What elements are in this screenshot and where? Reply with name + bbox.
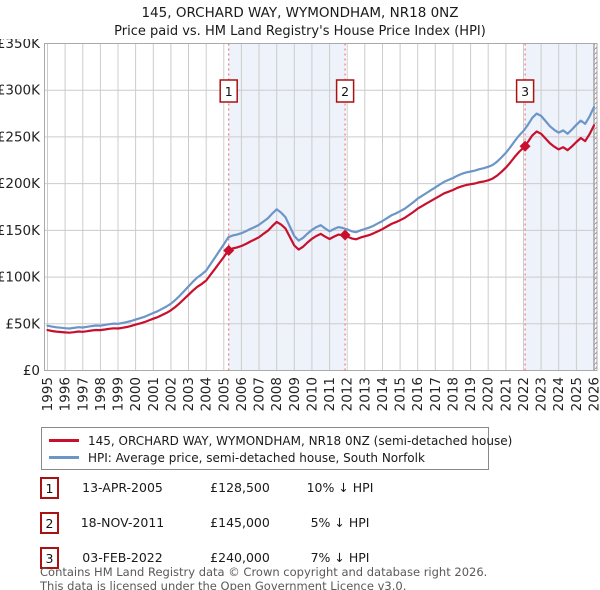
legend-label-property: 145, ORCHARD WAY, WYMONDHAM, NR18 0NZ (s… <box>88 433 513 448</box>
svg-text:2005: 2005 <box>216 377 232 411</box>
transaction-hpi-diff: 10% ↓ HPI <box>306 480 374 495</box>
svg-text:£300K: £300K <box>0 83 41 99</box>
transaction-price: £128,500 <box>210 480 270 495</box>
svg-text:1996: 1996 <box>58 377 74 411</box>
page-title: 145, ORCHARD WAY, WYMONDHAM, NR18 0NZ <box>141 5 459 21</box>
page-subtitle: Price paid vs. HM Land Registry's House … <box>114 24 486 39</box>
svg-text:2000: 2000 <box>128 377 144 411</box>
svg-text:1: 1 <box>225 84 233 99</box>
svg-text:2002: 2002 <box>163 377 179 411</box>
svg-text:2001: 2001 <box>146 377 162 411</box>
legend-item-property: 145, ORCHARD WAY, WYMONDHAM, NR18 0NZ (s… <box>42 432 512 449</box>
transaction-date: 03-FEB-2022 <box>82 550 163 565</box>
svg-text:£200K: £200K <box>0 176 41 192</box>
svg-text:2003: 2003 <box>181 377 197 411</box>
svg-text:2006: 2006 <box>234 377 250 411</box>
price-chart: 1 2 3 £0 £50K £100K £150K £200K £250K £300K £350K 1… <box>0 39 600 411</box>
svg-text:2009: 2009 <box>287 377 303 411</box>
svg-text:3: 3 <box>521 84 529 99</box>
transaction-row: 2 18-NOV-2011 £145,000 5% ↓ HPI <box>0 512 600 538</box>
transaction-row: 3 03-FEB-2022 £240,000 7% ↓ HPI <box>0 547 600 573</box>
svg-text:2004: 2004 <box>199 377 215 411</box>
svg-text:£50K: £50K <box>5 316 41 332</box>
transaction-date: 18-NOV-2011 <box>80 515 165 530</box>
svg-text:2013: 2013 <box>357 377 373 411</box>
transaction-date: 13-APR-2005 <box>82 480 163 495</box>
svg-text:2016: 2016 <box>410 377 426 411</box>
svg-text:2023: 2023 <box>534 377 550 411</box>
svg-text:2: 2 <box>341 84 349 99</box>
hpi-line-swatch <box>49 456 79 459</box>
transaction-number-badge: 1 <box>40 477 59 499</box>
svg-text:2020: 2020 <box>481 377 497 411</box>
legend-item-hpi: HPI: Average price, semi-detached house,… <box>42 449 488 466</box>
svg-text:2011: 2011 <box>322 377 338 411</box>
transaction-price: £240,000 <box>210 550 270 565</box>
transaction-row: 1 13-APR-2005 £128,500 10% ↓ HPI <box>0 477 600 503</box>
svg-text:2007: 2007 <box>252 377 268 411</box>
svg-text:2024: 2024 <box>551 377 567 411</box>
svg-text:2018: 2018 <box>446 377 462 411</box>
svg-text:2015: 2015 <box>393 377 409 411</box>
svg-text:2010: 2010 <box>304 377 320 411</box>
transaction-number-badge: 3 <box>40 547 59 569</box>
transaction-number-badge: 2 <box>40 512 59 534</box>
svg-text:2025: 2025 <box>569 377 585 411</box>
svg-text:£150K: £150K <box>0 223 41 239</box>
footer-line1: Contains HM Land Registry data © Crown c… <box>40 565 488 579</box>
svg-text:2022: 2022 <box>516 377 532 411</box>
svg-text:2019: 2019 <box>463 377 479 411</box>
property-line-swatch <box>49 439 79 442</box>
svg-text:£350K: £350K <box>0 39 41 52</box>
license-footer: Contains HM Land Registry data © Crown c… <box>40 565 595 590</box>
transaction-price: £145,000 <box>210 515 270 530</box>
svg-text:2017: 2017 <box>428 377 444 411</box>
transaction-hpi-diff: 7% ↓ HPI <box>310 550 370 565</box>
svg-text:£0: £0 <box>23 363 40 379</box>
svg-text:1998: 1998 <box>93 377 109 411</box>
svg-text:2021: 2021 <box>498 377 514 411</box>
footer-line2: This data is licensed under the Open Gov… <box>40 578 407 590</box>
svg-text:1999: 1999 <box>111 377 127 411</box>
svg-text:1997: 1997 <box>75 377 91 411</box>
chart-legend: 145, ORCHARD WAY, WYMONDHAM, NR18 0NZ (s… <box>41 427 512 470</box>
svg-text:2008: 2008 <box>269 377 285 411</box>
svg-text:£100K: £100K <box>0 270 41 286</box>
transaction-hpi-diff: 5% ↓ HPI <box>310 515 370 530</box>
svg-text:2012: 2012 <box>340 377 356 411</box>
svg-text:2026: 2026 <box>587 377 600 411</box>
svg-text:£250K: £250K <box>0 129 41 145</box>
svg-text:1995: 1995 <box>40 377 56 411</box>
legend-label-hpi: HPI: Average price, semi-detached house,… <box>88 450 425 465</box>
svg-text:2014: 2014 <box>375 377 391 411</box>
